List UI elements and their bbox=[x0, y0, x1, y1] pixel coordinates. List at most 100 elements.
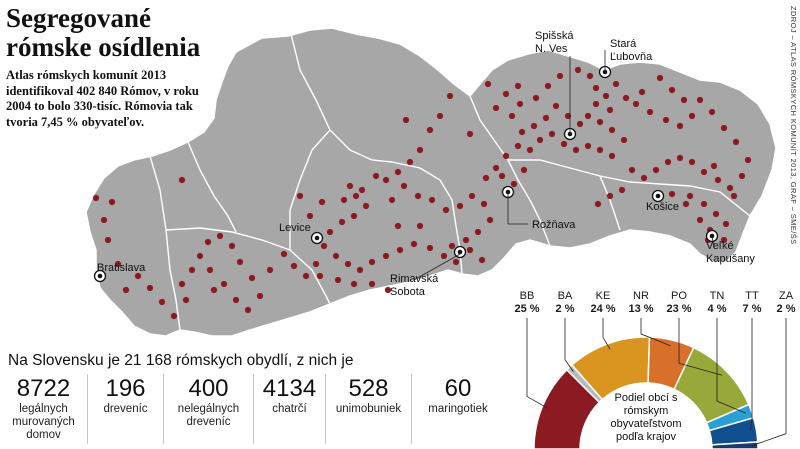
region-share-gauge bbox=[526, 318, 787, 449]
settlement-dot bbox=[478, 256, 486, 264]
settlement-dot bbox=[448, 242, 456, 250]
settlement-dot bbox=[108, 198, 116, 206]
settlement-dot bbox=[592, 100, 600, 108]
page-title: Segregované rómske osídlenia bbox=[6, 3, 201, 62]
city-marker-center bbox=[655, 193, 661, 199]
settlement-dot bbox=[686, 192, 694, 200]
settlement-dot bbox=[210, 286, 218, 294]
settlement-dot bbox=[236, 258, 244, 266]
settlement-dot bbox=[564, 112, 572, 120]
settlement-dot bbox=[720, 124, 728, 132]
gauge-leader-line bbox=[750, 318, 753, 431]
settlement-dot bbox=[584, 112, 592, 120]
city-label-bratislava: Bratislava bbox=[97, 262, 146, 274]
gauge-segment-za bbox=[711, 441, 759, 449]
region-code-po: PO bbox=[671, 290, 687, 302]
settlement-dot bbox=[688, 158, 696, 166]
settlement-dot bbox=[726, 184, 734, 192]
settlement-dot bbox=[682, 200, 690, 208]
settlement-dot bbox=[302, 272, 310, 280]
settlement-dot bbox=[158, 298, 166, 306]
settlement-dot bbox=[290, 262, 298, 270]
settlement-dot bbox=[306, 212, 314, 220]
slovakia-land bbox=[85, 27, 777, 337]
settlement-dot bbox=[426, 126, 434, 134]
settlement-dot bbox=[632, 100, 640, 108]
settlement-dot bbox=[498, 172, 506, 180]
settlement-dot bbox=[428, 196, 436, 204]
settlement-dot bbox=[356, 266, 364, 274]
settlement-dot bbox=[556, 72, 564, 80]
settlement-dot bbox=[436, 112, 444, 120]
settlement-dot bbox=[592, 84, 600, 92]
gauge-leader-line bbox=[526, 318, 549, 409]
region-percent-bb: 25 % bbox=[514, 303, 540, 315]
gauge-leader-line bbox=[564, 318, 574, 372]
settlement-dot bbox=[232, 296, 240, 304]
settlement-dot bbox=[414, 192, 422, 200]
settlement-dot bbox=[486, 216, 494, 224]
settlement-dot bbox=[134, 272, 142, 280]
region-percent-tn: 4 % bbox=[707, 303, 727, 315]
settlement-dot bbox=[352, 192, 360, 200]
settlement-dot bbox=[402, 116, 410, 124]
settlement-dot bbox=[518, 128, 526, 136]
settlement-dot bbox=[530, 122, 538, 130]
settlement-dot bbox=[466, 130, 474, 138]
settlement-dot bbox=[532, 94, 540, 102]
settlement-dot bbox=[320, 242, 328, 250]
settlement-dot bbox=[256, 292, 264, 300]
settlement-dot bbox=[368, 258, 376, 266]
settlement-dot bbox=[668, 86, 676, 94]
settlement-dot bbox=[474, 228, 482, 236]
settlement-dot bbox=[516, 100, 524, 108]
settlement-dot bbox=[696, 96, 704, 104]
settlement-dot bbox=[586, 72, 594, 80]
region-percent-ba: 2 % bbox=[555, 303, 575, 315]
settlement-dot bbox=[656, 74, 664, 82]
settlement-dot bbox=[520, 166, 528, 174]
settlement-dot bbox=[326, 228, 334, 236]
settlement-dot bbox=[204, 238, 212, 246]
settlement-dot bbox=[514, 142, 522, 150]
settlement-dot bbox=[122, 286, 130, 294]
settlement-dot bbox=[350, 212, 358, 220]
settlement-dot bbox=[228, 242, 236, 250]
city-marker-center bbox=[97, 273, 103, 279]
settlement-dot bbox=[622, 94, 630, 102]
city-label-velke-kapusany: Veľké Kapušany bbox=[706, 240, 755, 265]
dwellings-header: Na Slovensku je 21 168 rómskych obydlí, … bbox=[8, 352, 354, 369]
settlement-dot bbox=[178, 280, 186, 288]
stat-shacks: 4134 chatrčí bbox=[254, 374, 326, 444]
settlement-dot bbox=[466, 246, 474, 254]
settlement-dot bbox=[548, 130, 556, 138]
settlement-dot bbox=[608, 152, 616, 160]
city-label-rimavska-sobota: Rimavská Sobota bbox=[390, 273, 439, 298]
city-label-kosice: Košice bbox=[646, 201, 680, 213]
settlement-dot bbox=[362, 202, 370, 210]
gauge-leader-line bbox=[678, 318, 723, 376]
settlement-dot bbox=[146, 284, 154, 292]
stat-legal-houses: 8722 legálnych murovaných domov bbox=[0, 374, 88, 444]
settlement-dot bbox=[708, 108, 716, 116]
settlement-dot bbox=[368, 280, 376, 288]
settlement-dot bbox=[606, 192, 614, 200]
settlement-dot bbox=[410, 240, 418, 248]
settlement-dot bbox=[722, 220, 730, 228]
region-code-ke: KE bbox=[595, 290, 611, 302]
settlement-dot bbox=[482, 174, 490, 182]
region-code-nr: NR bbox=[633, 290, 649, 302]
region-percent-po: 23 % bbox=[666, 303, 692, 315]
settlement-dot bbox=[92, 194, 100, 202]
settlement-dot bbox=[492, 104, 500, 112]
settlement-dot bbox=[388, 196, 396, 204]
settlement-dot bbox=[416, 222, 424, 230]
settlement-dot bbox=[560, 140, 568, 148]
settlement-dot bbox=[700, 168, 708, 176]
settlement-dot bbox=[296, 192, 304, 200]
settlement-dot bbox=[220, 280, 228, 288]
region-code-bb: BB bbox=[519, 290, 535, 302]
settlement-dot bbox=[602, 92, 610, 100]
settlement-dot bbox=[206, 266, 214, 274]
